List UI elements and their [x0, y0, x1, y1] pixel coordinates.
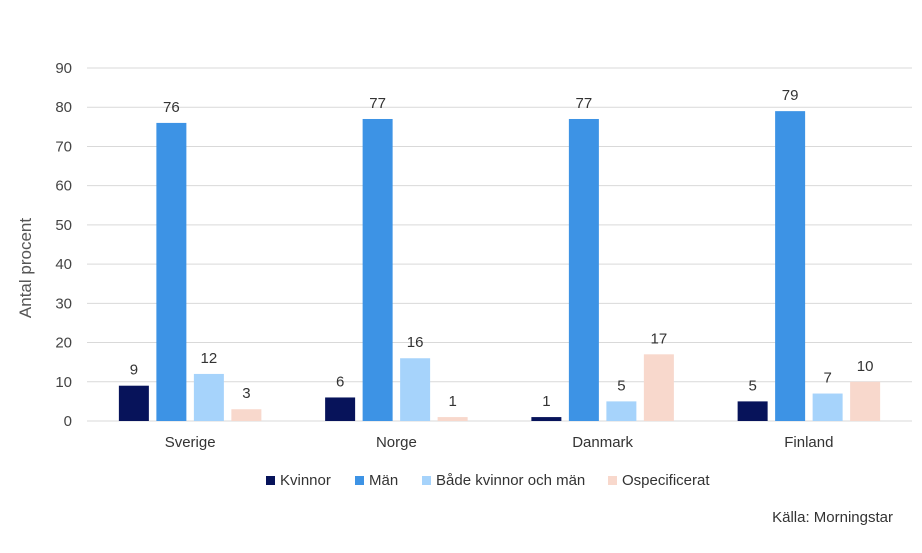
x-tick-label: Danmark — [572, 434, 633, 451]
legend-item: Ospecificerat — [608, 470, 710, 490]
y-tick-label: 40 — [55, 256, 72, 273]
legend: Kvinnor Män Både kvinnor och män Ospecifice… — [0, 470, 922, 490]
y-tick-label: 60 — [55, 178, 72, 195]
x-axis-categories: Sverige Norge Danmark Finland — [165, 434, 834, 451]
legend-swatch — [355, 475, 364, 485]
bars — [118, 111, 881, 422]
bar — [606, 401, 637, 421]
data-label: 77 — [369, 95, 386, 112]
data-label: 17 — [651, 330, 668, 347]
bar — [643, 354, 674, 421]
bar — [812, 393, 843, 421]
data-label: 16 — [407, 334, 424, 351]
bar-chart: 0 10 20 30 40 50 60 70 80 90 9 76 12 3 6 77 16 1 1 77 5 17 5 7… — [16, 60, 912, 451]
data-label: 7 — [823, 370, 831, 387]
source-note: Källa: Morningstar — [772, 509, 893, 526]
bar — [156, 122, 187, 422]
bar — [737, 401, 768, 421]
bar — [568, 118, 599, 421]
legend-swatch — [422, 475, 431, 485]
y-tick-label: 30 — [55, 295, 72, 312]
data-label: 10 — [857, 358, 874, 375]
data-label: 79 — [782, 87, 799, 104]
y-tick-label: 20 — [55, 335, 72, 352]
bar — [362, 118, 393, 421]
bar — [118, 385, 149, 421]
bar — [400, 358, 431, 421]
legend-label: Både kvinnor och män — [436, 471, 586, 489]
legend-item: Män — [355, 470, 398, 490]
y-tick-label: 80 — [55, 99, 72, 116]
y-axis-label: Antal procent — [16, 218, 35, 318]
bar — [193, 373, 224, 421]
legend-item: Både kvinnor och män — [422, 470, 585, 490]
bar — [850, 381, 881, 421]
bar — [531, 417, 562, 421]
bar — [437, 417, 468, 421]
data-label: 6 — [336, 373, 344, 390]
x-tick-label: Finland — [784, 434, 833, 451]
y-tick-label: 10 — [55, 374, 72, 391]
data-label: 77 — [576, 95, 593, 112]
data-label: 76 — [163, 99, 180, 116]
legend-swatch — [266, 475, 275, 485]
data-label: 5 — [748, 377, 756, 394]
bar — [325, 397, 356, 421]
x-tick-label: Norge — [376, 434, 417, 451]
y-axis-ticks: 0 10 20 30 40 50 60 70 80 90 — [55, 60, 72, 430]
y-tick-label: 70 — [55, 138, 72, 155]
data-label: 1 — [448, 393, 456, 410]
legend-swatch — [608, 475, 617, 485]
gridlines — [87, 67, 912, 422]
data-label: 5 — [617, 377, 625, 394]
data-label: 9 — [130, 362, 138, 379]
legend-label: Män — [369, 471, 399, 489]
bar — [231, 409, 262, 421]
y-tick-label: 90 — [55, 60, 72, 77]
legend-label: Kvinnor — [280, 471, 331, 489]
legend-item: Kvinnor — [266, 470, 331, 490]
data-labels: 9 76 12 3 6 77 16 1 1 77 5 17 5 79 7 10 — [130, 87, 874, 410]
data-label: 12 — [201, 350, 218, 367]
y-tick-label: 50 — [55, 217, 72, 234]
y-tick-label: 0 — [64, 413, 72, 430]
data-label: 3 — [242, 385, 250, 402]
bar — [775, 111, 806, 422]
data-label: 1 — [542, 393, 550, 410]
x-tick-label: Sverige — [165, 434, 216, 451]
legend-label: Ospecificerat — [622, 471, 710, 489]
